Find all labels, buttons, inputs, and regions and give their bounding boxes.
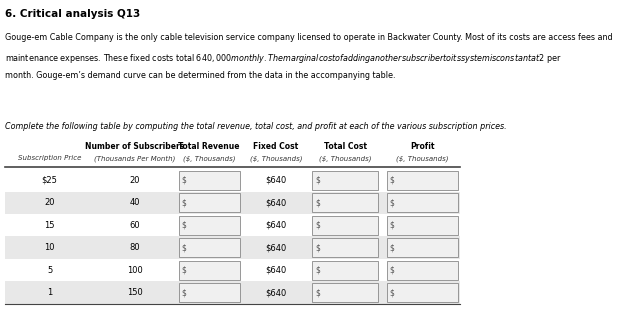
Text: (Thousands Per Month): (Thousands Per Month)	[94, 155, 175, 162]
Text: $: $	[182, 221, 187, 230]
FancyBboxPatch shape	[313, 193, 378, 212]
Text: ($, Thousands): ($, Thousands)	[183, 155, 235, 162]
Text: 6. Critical analysis Q13: 6. Critical analysis Q13	[5, 9, 140, 19]
Text: Subscription Price: Subscription Price	[18, 155, 81, 162]
Text: $: $	[315, 243, 320, 252]
FancyBboxPatch shape	[313, 216, 378, 235]
Text: 1: 1	[47, 288, 52, 297]
Text: maintenance expenses. These fixed costs total $640,000 monthly. The marginal cos: maintenance expenses. These fixed costs …	[5, 52, 562, 65]
Text: Profit: Profit	[410, 142, 434, 151]
Text: $: $	[315, 221, 320, 230]
FancyBboxPatch shape	[387, 283, 457, 302]
Text: $: $	[315, 198, 320, 207]
Text: 10: 10	[44, 243, 55, 252]
Text: 60: 60	[130, 221, 140, 230]
Text: $640: $640	[265, 221, 286, 230]
Text: 150: 150	[127, 288, 143, 297]
Text: ($, Thousands): ($, Thousands)	[319, 155, 372, 162]
FancyBboxPatch shape	[313, 261, 378, 280]
FancyBboxPatch shape	[387, 171, 457, 190]
FancyBboxPatch shape	[313, 283, 378, 302]
Text: ($, Thousands): ($, Thousands)	[250, 155, 302, 162]
FancyBboxPatch shape	[178, 261, 240, 280]
Text: 100: 100	[127, 266, 143, 275]
FancyBboxPatch shape	[178, 193, 240, 212]
FancyBboxPatch shape	[313, 238, 378, 257]
Text: 5: 5	[47, 266, 52, 275]
Text: $: $	[389, 288, 394, 297]
Text: ($, Thousands): ($, Thousands)	[396, 155, 449, 162]
Text: $640: $640	[265, 198, 286, 207]
FancyBboxPatch shape	[178, 238, 240, 257]
Text: Fixed Cost: Fixed Cost	[253, 142, 299, 151]
Text: month. Gouge-em’s demand curve can be determined from the data in the accompanyi: month. Gouge-em’s demand curve can be de…	[5, 71, 396, 80]
Text: $: $	[389, 266, 394, 275]
Text: $: $	[182, 288, 187, 297]
FancyBboxPatch shape	[387, 216, 457, 235]
Text: $: $	[389, 221, 394, 230]
Text: $: $	[182, 243, 187, 252]
FancyBboxPatch shape	[387, 261, 457, 280]
FancyBboxPatch shape	[5, 214, 461, 236]
Text: Total Revenue: Total Revenue	[178, 142, 240, 151]
Text: 20: 20	[130, 176, 140, 185]
Text: $: $	[182, 176, 187, 185]
Text: $: $	[182, 266, 187, 275]
Text: $640: $640	[265, 243, 286, 252]
FancyBboxPatch shape	[5, 169, 461, 192]
FancyBboxPatch shape	[178, 171, 240, 190]
FancyBboxPatch shape	[178, 216, 240, 235]
Text: $: $	[389, 243, 394, 252]
Text: Number of Subscribers: Number of Subscribers	[85, 142, 185, 151]
FancyBboxPatch shape	[387, 193, 457, 212]
Text: $: $	[389, 198, 394, 207]
Text: $640: $640	[265, 266, 286, 275]
Text: 80: 80	[130, 243, 140, 252]
Text: $: $	[182, 198, 187, 207]
FancyBboxPatch shape	[178, 283, 240, 302]
Text: 20: 20	[44, 198, 55, 207]
FancyBboxPatch shape	[5, 281, 461, 304]
Text: $640: $640	[265, 176, 286, 185]
Text: $: $	[389, 176, 394, 185]
Text: Total Cost: Total Cost	[324, 142, 367, 151]
Text: Complete the following table by computing the total revenue, total cost, and pro: Complete the following table by computin…	[5, 122, 507, 131]
Text: $640: $640	[265, 288, 286, 297]
Text: $: $	[315, 266, 320, 275]
Text: $: $	[315, 176, 320, 185]
FancyBboxPatch shape	[5, 192, 461, 214]
Text: 40: 40	[130, 198, 140, 207]
Text: $: $	[315, 288, 320, 297]
Text: 15: 15	[44, 221, 55, 230]
FancyBboxPatch shape	[387, 238, 457, 257]
Text: $25: $25	[42, 176, 57, 185]
FancyBboxPatch shape	[313, 171, 378, 190]
FancyBboxPatch shape	[5, 236, 461, 259]
Text: Gouge-em Cable Company is the only cable television service company licensed to : Gouge-em Cable Company is the only cable…	[5, 33, 613, 42]
FancyBboxPatch shape	[5, 259, 461, 281]
